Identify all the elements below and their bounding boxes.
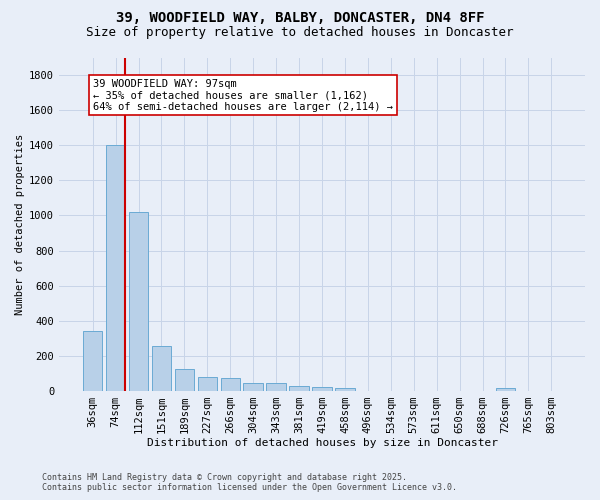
Bar: [106, 146, 125, 391]
X-axis label: Distribution of detached houses by size in Doncaster: Distribution of detached houses by size …: [146, 438, 497, 448]
Text: Contains HM Land Registry data © Crown copyright and database right 2025.
Contai: Contains HM Land Registry data © Crown c…: [42, 473, 457, 492]
Text: 39, WOODFIELD WAY, BALBY, DONCASTER, DN4 8FF: 39, WOODFIELD WAY, BALBY, DONCASTER, DN4…: [116, 11, 484, 25]
Bar: [335, 388, 355, 391]
Bar: [496, 388, 515, 391]
Bar: [312, 388, 332, 391]
Bar: [197, 377, 217, 391]
Bar: [175, 369, 194, 391]
Bar: [129, 212, 148, 391]
Bar: [244, 382, 263, 391]
Y-axis label: Number of detached properties: Number of detached properties: [15, 134, 25, 315]
Bar: [83, 332, 103, 391]
Bar: [266, 383, 286, 391]
Text: 39 WOODFIELD WAY: 97sqm
← 35% of detached houses are smaller (1,162)
64% of semi: 39 WOODFIELD WAY: 97sqm ← 35% of detache…: [93, 78, 393, 112]
Bar: [152, 346, 171, 391]
Bar: [289, 386, 309, 391]
Bar: [221, 378, 240, 391]
Text: Size of property relative to detached houses in Doncaster: Size of property relative to detached ho…: [86, 26, 514, 39]
